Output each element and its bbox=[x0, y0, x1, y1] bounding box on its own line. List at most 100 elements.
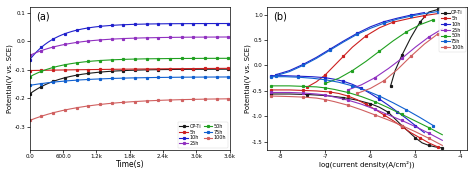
75h bbox=[27, 84, 33, 86]
Line: 100h: 100h bbox=[29, 98, 231, 121]
50h bbox=[417, 24, 423, 26]
10h bbox=[287, 70, 292, 72]
CP-Ti bbox=[118, 70, 123, 72]
75h bbox=[327, 49, 333, 51]
10h bbox=[367, 26, 373, 28]
100h bbox=[145, 100, 151, 102]
Y-axis label: Potential(V vs. SCE): Potential(V vs. SCE) bbox=[244, 44, 251, 113]
50h bbox=[145, 58, 151, 60]
CP-Ti bbox=[435, 8, 441, 11]
10h bbox=[27, 59, 33, 61]
25h bbox=[27, 54, 33, 56]
10h bbox=[145, 23, 151, 25]
Line: 10h: 10h bbox=[29, 23, 231, 61]
10h bbox=[273, 74, 279, 76]
CP-Ti bbox=[161, 68, 166, 71]
Line: 25h: 25h bbox=[347, 28, 443, 91]
50h bbox=[430, 19, 436, 21]
Line: 50h: 50h bbox=[325, 19, 434, 84]
CP-Ti bbox=[408, 36, 414, 39]
75h bbox=[161, 76, 166, 78]
25h bbox=[399, 57, 405, 59]
5h bbox=[323, 74, 328, 76]
10h bbox=[78, 28, 84, 30]
Text: (a): (a) bbox=[36, 11, 49, 21]
5h bbox=[349, 46, 355, 48]
75h bbox=[421, 12, 427, 15]
10h bbox=[178, 23, 183, 25]
100h bbox=[118, 102, 123, 104]
25h bbox=[227, 36, 233, 38]
Line: CP-Ti: CP-Ti bbox=[29, 68, 231, 95]
50h bbox=[27, 76, 33, 78]
75h bbox=[300, 64, 306, 67]
CP-Ti bbox=[178, 68, 183, 70]
75h bbox=[435, 10, 441, 12]
5h bbox=[421, 15, 427, 17]
50h bbox=[349, 70, 355, 72]
50h bbox=[323, 82, 328, 84]
25h bbox=[358, 84, 364, 86]
25h bbox=[426, 36, 432, 38]
75h bbox=[227, 76, 233, 78]
10h bbox=[314, 56, 319, 58]
5h bbox=[408, 17, 414, 19]
100h bbox=[227, 98, 233, 100]
50h bbox=[178, 57, 183, 59]
100h bbox=[78, 106, 84, 108]
75h bbox=[314, 57, 319, 59]
CP-Ti bbox=[392, 70, 398, 72]
75h bbox=[367, 27, 373, 29]
75h bbox=[354, 33, 360, 36]
CP-Ti bbox=[62, 77, 68, 79]
25h bbox=[145, 37, 151, 39]
100h bbox=[435, 33, 441, 35]
5h bbox=[161, 68, 166, 70]
5h bbox=[305, 86, 310, 88]
50h bbox=[161, 58, 166, 60]
50h bbox=[62, 64, 68, 66]
CP-Ti bbox=[145, 69, 151, 71]
100h bbox=[408, 55, 414, 57]
Line: 75h: 75h bbox=[29, 76, 231, 86]
100h bbox=[354, 92, 360, 95]
10h bbox=[118, 24, 123, 26]
X-axis label: log(current density(A/cm²)): log(current density(A/cm²)) bbox=[319, 160, 415, 168]
75h bbox=[273, 75, 279, 77]
Line: 50h: 50h bbox=[29, 57, 231, 78]
5h bbox=[145, 68, 151, 70]
10h bbox=[381, 21, 387, 23]
75h bbox=[340, 41, 346, 43]
75h bbox=[62, 80, 68, 82]
5h bbox=[118, 68, 123, 70]
CP-Ti bbox=[227, 68, 233, 70]
10h bbox=[394, 17, 400, 19]
5h bbox=[78, 69, 84, 71]
100h bbox=[421, 43, 427, 45]
25h bbox=[345, 89, 351, 91]
25h bbox=[412, 46, 418, 48]
10h bbox=[161, 23, 166, 25]
75h bbox=[118, 77, 123, 79]
75h bbox=[408, 15, 414, 17]
Line: CP-Ti: CP-Ti bbox=[390, 9, 439, 87]
50h bbox=[227, 57, 233, 59]
Line: 75h: 75h bbox=[275, 11, 439, 77]
50h bbox=[118, 58, 123, 61]
50h bbox=[78, 61, 84, 63]
Legend: CP-Ti, 5h, 10h, 25h, 50h, 75h, 100h: CP-Ti, 5h, 10h, 25h, 50h, 75h, 100h bbox=[178, 122, 228, 148]
50h bbox=[363, 60, 369, 62]
CP-Ti bbox=[27, 93, 33, 95]
Line: 5h: 5h bbox=[29, 67, 231, 71]
75h bbox=[145, 77, 151, 79]
5h bbox=[314, 81, 319, 83]
50h bbox=[390, 40, 396, 42]
5h bbox=[376, 27, 382, 29]
CP-Ti bbox=[399, 54, 405, 56]
100h bbox=[161, 99, 166, 101]
75h bbox=[394, 18, 400, 20]
100h bbox=[367, 87, 373, 89]
25h bbox=[78, 41, 84, 43]
10h bbox=[327, 48, 333, 50]
5h bbox=[178, 68, 183, 70]
